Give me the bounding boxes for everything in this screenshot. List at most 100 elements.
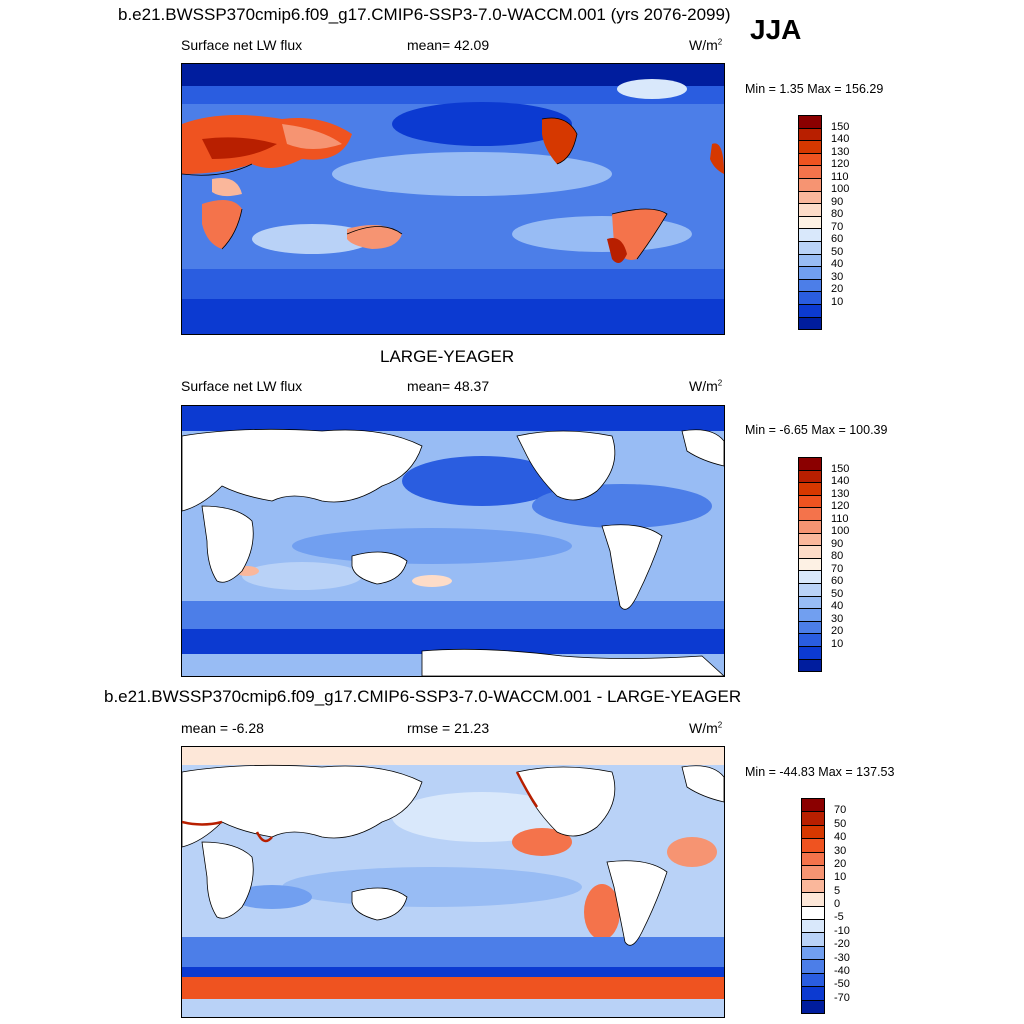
panel2-units-sup: 2 <box>717 378 723 388</box>
panel2-units: W/m2 <box>689 378 722 394</box>
colorbar-label: 100 <box>831 525 850 538</box>
panel2-mean-label: mean= 48.37 <box>407 378 490 394</box>
colorbar-label: 60 <box>831 575 844 588</box>
colorbar-label: 40 <box>831 600 844 613</box>
colorbar-label: 110 <box>831 170 849 183</box>
colorbar-label: 0 <box>834 898 841 910</box>
colorbar-box <box>799 508 821 521</box>
colorbar-box <box>802 852 824 867</box>
colorbar-box <box>799 470 821 484</box>
panel1-units-sup: 2 <box>717 37 723 47</box>
colorbar-label: -40 <box>834 964 850 977</box>
colorbar-box <box>799 558 821 572</box>
colorbar-label: 50 <box>831 245 844 258</box>
colorbar-box <box>799 292 821 305</box>
panel1-units-text: W/m <box>689 37 718 53</box>
panel1-map <box>181 63 725 335</box>
colorbar-box <box>799 596 821 610</box>
panel2-map <box>181 405 725 677</box>
colorbar-box <box>802 866 824 880</box>
panel2-title: LARGE-YEAGER <box>380 347 515 366</box>
colorbar-box <box>799 634 821 647</box>
colorbar-box <box>799 520 821 534</box>
panel1-colorbar-labels: 150 140 130 120 110 100 90 80 70 60 50 40 30 20 10 <box>831 115 871 328</box>
colorbar-box <box>799 116 821 129</box>
colorbar-box <box>802 933 824 947</box>
colorbar-box <box>802 893 824 907</box>
colorbar-box <box>799 571 821 584</box>
panel2-variable-label: Surface net LW flux <box>181 378 303 394</box>
colorbar-box <box>799 646 821 660</box>
panel2-colorbar-labels: 150 140 130 120 110 100 90 80 70 60 50 40 30 20 10 <box>831 457 871 670</box>
colorbar-box <box>799 178 821 192</box>
panel1-minmax: Min = 1.35 Max = 156.29 <box>745 82 884 96</box>
panel1-title: b.e21.BWSSP370cmip6.f09_g17.CMIP6-SSP3-7… <box>118 5 731 24</box>
colorbar-label: 100 <box>831 183 850 196</box>
colorbar-box <box>799 229 821 242</box>
colorbar-label: 90 <box>831 537 844 550</box>
colorbar-label: 5 <box>834 884 841 897</box>
panel1-variable-label: Surface net LW flux <box>181 37 303 53</box>
panel3-map <box>181 746 725 1018</box>
colorbar-label: 40 <box>831 258 844 271</box>
colorbar-label: 40 <box>834 831 847 844</box>
panel3-title: b.e21.BWSSP370cmip6.f09_g17.CMIP6-SSP3-7… <box>104 687 742 706</box>
colorbar-box <box>799 659 821 672</box>
colorbar-box <box>799 128 821 142</box>
colorbar-label: 130 <box>831 487 850 500</box>
colorbar-box <box>802 946 824 961</box>
colorbar-box <box>799 254 821 268</box>
colorbar-label: 70 <box>831 562 844 575</box>
colorbar-box <box>799 458 821 471</box>
panel2-minmax: Min = -6.65 Max = 100.39 <box>745 423 888 437</box>
colorbar-box <box>799 495 821 509</box>
colorbar-box <box>802 799 824 813</box>
colorbar-box <box>799 241 821 255</box>
colorbar-label: 80 <box>831 550 844 563</box>
colorbar-label: -5 <box>834 911 844 924</box>
panel3-mean-label: mean = -6.28 <box>181 720 264 736</box>
colorbar-box <box>802 973 824 988</box>
colorbar-box <box>799 609 821 622</box>
colorbar-box <box>802 812 824 826</box>
panel2-colorbar <box>798 457 822 672</box>
colorbar-box <box>802 825 824 840</box>
colorbar-label: 70 <box>831 220 844 233</box>
colorbar-label: 140 <box>831 133 850 146</box>
colorbar-label: -10 <box>834 924 850 937</box>
panel3-rmse-label: rmse = 21.23 <box>407 720 490 736</box>
colorbar-label: 50 <box>831 587 844 600</box>
colorbar-label: 150 <box>831 120 850 133</box>
colorbar-label: -30 <box>834 951 850 964</box>
colorbar-label: 30 <box>831 270 844 283</box>
colorbar-box <box>799 279 821 293</box>
colorbar-label: 120 <box>831 500 850 513</box>
colorbar-label: 130 <box>831 145 850 158</box>
colorbar-box <box>799 304 821 318</box>
panel3-units-sup: 2 <box>717 720 723 730</box>
colorbar-box <box>802 906 824 920</box>
colorbar-box <box>799 191 821 205</box>
colorbar-box <box>802 960 824 974</box>
colorbar-label: 110 <box>831 512 849 525</box>
colorbar-label: 150 <box>831 462 850 475</box>
colorbar-label: 30 <box>834 844 847 857</box>
panel3-colorbar <box>801 798 825 1014</box>
colorbar-label: 50 <box>834 817 847 830</box>
season-label: JJA <box>750 14 802 45</box>
panel1-units: W/m2 <box>689 37 722 53</box>
colorbar-label: 60 <box>831 233 844 246</box>
colorbar-box <box>799 546 821 559</box>
colorbar-box <box>799 317 821 330</box>
colorbar-box <box>802 919 824 934</box>
colorbar-label: 20 <box>831 283 844 296</box>
colorbar-box <box>802 839 824 853</box>
colorbar-box <box>799 216 821 230</box>
colorbar-label: 70 <box>834 804 847 817</box>
colorbar-label: 90 <box>831 195 844 208</box>
colorbar-label: 120 <box>831 158 850 171</box>
panel3-minmax: Min = -44.83 Max = 137.53 <box>745 765 895 779</box>
colorbar-box <box>799 621 821 635</box>
colorbar-box <box>799 141 821 154</box>
panel3-colorbar-labels: 70 50 40 30 20 10 5 0 -5 -10 -20 -30 -40 -50 -70 <box>834 798 874 1012</box>
